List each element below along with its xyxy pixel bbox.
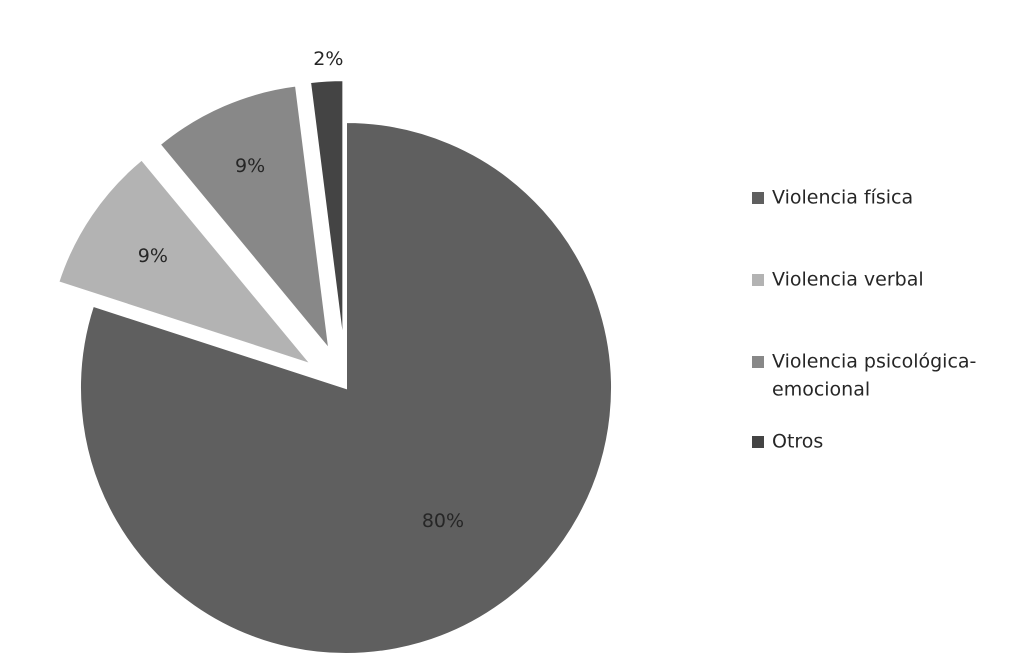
legend-swatch (752, 274, 764, 286)
legend-label: Violencia psicológica- (772, 351, 976, 373)
legend-swatch (752, 192, 764, 204)
data-label-violencia-verbal: 9% (138, 245, 168, 267)
data-label-otros: 2% (313, 48, 343, 70)
pie-slice-otros (308, 79, 345, 347)
legend-label: Violencia verbal (772, 269, 924, 291)
legend-item-violencia-verbal: Violencia verbal (752, 269, 924, 291)
legend-label: Otros (772, 431, 823, 453)
pie-slice-violencia-psicologica-emocional (158, 84, 331, 353)
data-labels-layer: 80% 9% 9% 2% (138, 48, 464, 532)
slices-layer (57, 79, 613, 655)
legend-swatch (752, 356, 764, 368)
legend-item-violencia-fisica: Violencia física (752, 187, 913, 209)
legend-item-otros: Otros (752, 431, 823, 453)
data-label-violencia-psicologica-emocional: 9% (235, 155, 265, 177)
legend-item-violencia-psicologica-emocional: Violencia psicológica-emocional (752, 351, 976, 401)
data-label-violencia-fisica: 80% (422, 510, 464, 532)
legend: Violencia física Violencia verbal Violenci… (752, 187, 976, 453)
pie-slice-violencia-fisica (79, 120, 613, 655)
legend-label: emocional (772, 379, 870, 401)
legend-swatch (752, 436, 764, 448)
pie-slice-violencia-verbal (57, 158, 315, 367)
legend-label: Violencia física (772, 187, 913, 209)
